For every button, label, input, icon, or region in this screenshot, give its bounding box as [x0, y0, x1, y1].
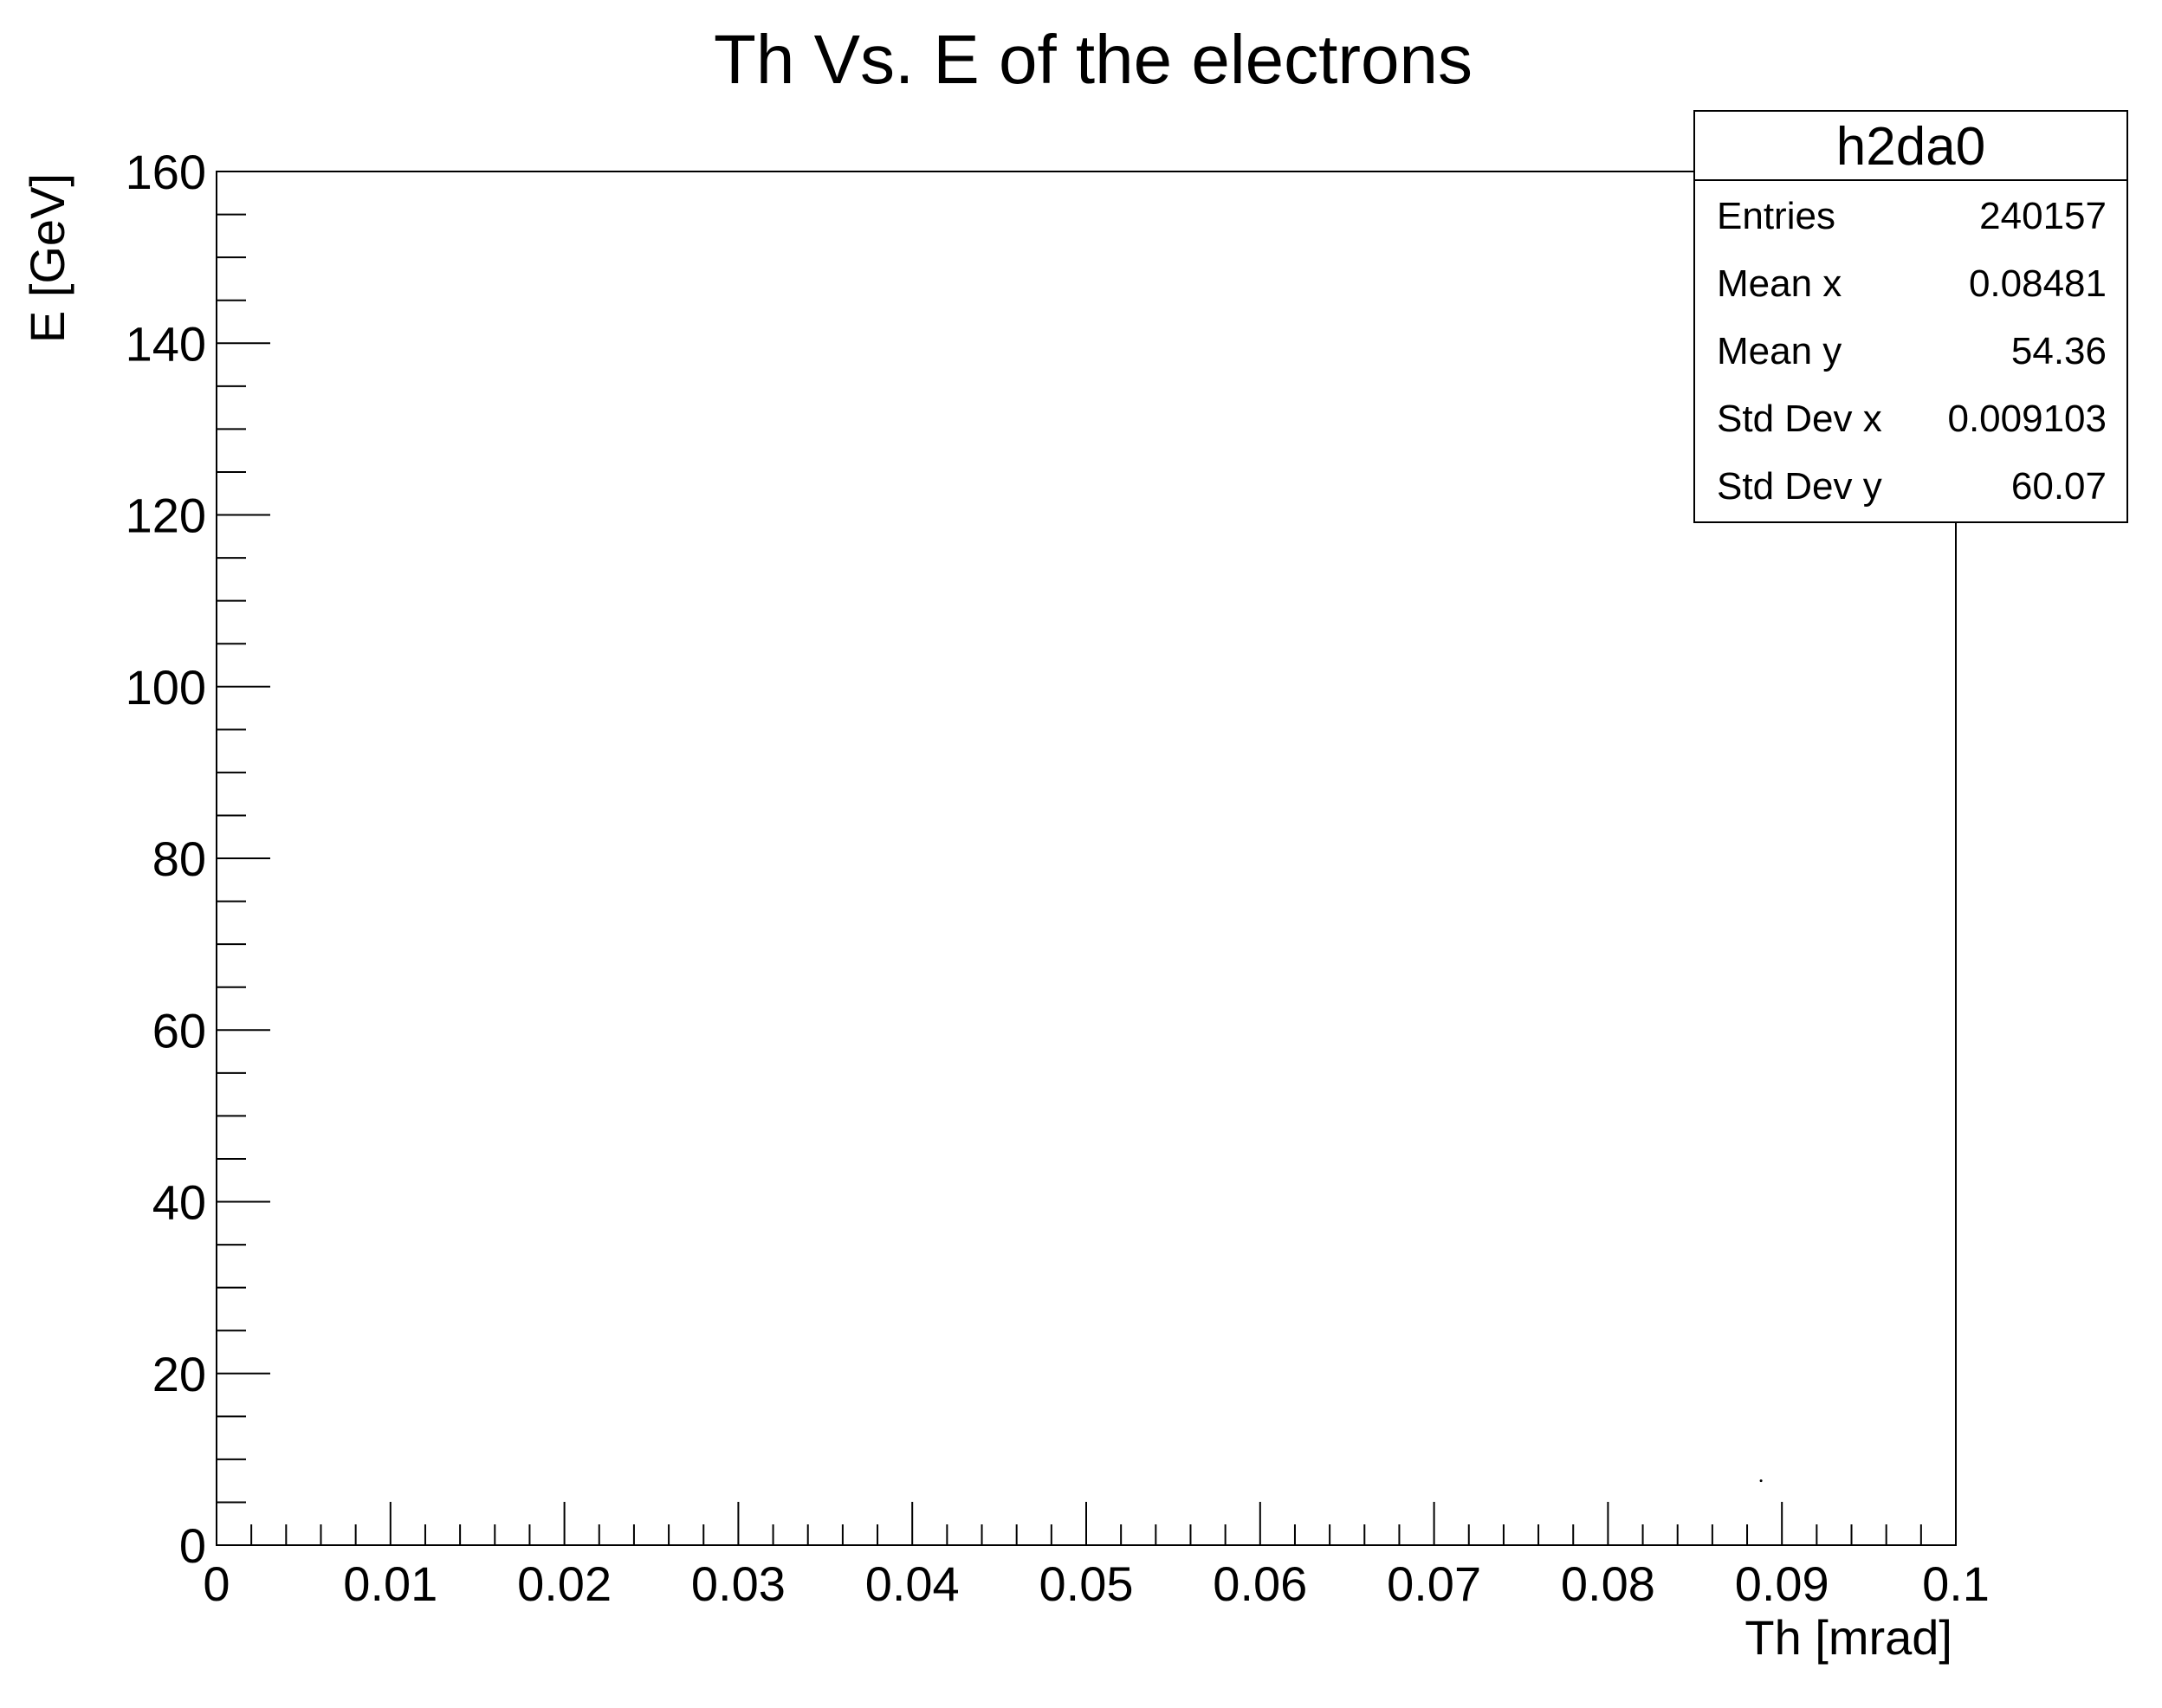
x-tick-label: 0.1: [1922, 1556, 1990, 1611]
stats-box-title: h2da0: [1836, 117, 1985, 177]
stats-box: h2da0 Entries 240157 Mean x 0.08481 Mean y 54…: [1693, 110, 2128, 523]
stats-row-label: Std Dev x: [1717, 398, 1882, 440]
x-tick-label: 0: [203, 1556, 230, 1611]
stats-row-label: Std Dev y: [1717, 465, 1882, 508]
stats-row-value: 0.08481: [1969, 262, 2107, 305]
stats-row-label: Mean x: [1717, 262, 1842, 305]
x-tick-label: 0.09: [1735, 1556, 1829, 1611]
y-tick-label: 0: [179, 1518, 206, 1573]
x-tick-label: 0.03: [691, 1556, 786, 1611]
y-tick-label: 160: [126, 145, 206, 199]
x-axis-label: Th [mrad]: [1744, 1610, 1952, 1665]
y-axis: 0 20 40 60 80 100 120 140 160: [126, 145, 270, 1573]
y-tick-label: 100: [126, 660, 206, 715]
stats-row-label: Entries: [1717, 195, 1835, 237]
data-point: [1759, 1479, 1763, 1483]
x-tick-label: 0.01: [343, 1556, 437, 1611]
x-tick-label: 0.08: [1561, 1556, 1655, 1611]
x-tick-label: 0.04: [865, 1556, 960, 1611]
chart-title: Th Vs. E of the electrons: [714, 21, 1473, 98]
y-tick-label: 40: [152, 1175, 206, 1230]
x-tick-label: 0.05: [1039, 1556, 1134, 1611]
stats-row-value: 60.07: [2011, 465, 2107, 508]
stats-row-label: Mean y: [1717, 330, 1842, 372]
y-tick-label: 80: [152, 831, 206, 886]
stats-row-value: 0.009103: [1947, 398, 2107, 440]
x-tick-label: 0.02: [517, 1556, 612, 1611]
y-tick-label: 20: [152, 1347, 206, 1401]
x-tick-label: 0.07: [1387, 1556, 1481, 1611]
stats-rows: Entries 240157 Mean x 0.08481 Mean y 54.36 Std…: [1717, 195, 2107, 508]
y-axis-label: E [GeV]: [20, 173, 74, 343]
data-points: [1759, 1479, 1763, 1483]
y-tick-label: 120: [126, 488, 206, 543]
stats-row-value: 54.36: [2011, 330, 2107, 372]
stats-row-value: 240157: [1979, 195, 2107, 237]
y-tick-label: 60: [152, 1003, 206, 1058]
x-axis: 0 0.01 0.02 0.03 0.04 0.05 0.06 0.07 0.08 0.09 0.1: [203, 1502, 1990, 1611]
y-tick-label: 140: [126, 316, 206, 371]
x-tick-label: 0.06: [1213, 1556, 1307, 1611]
